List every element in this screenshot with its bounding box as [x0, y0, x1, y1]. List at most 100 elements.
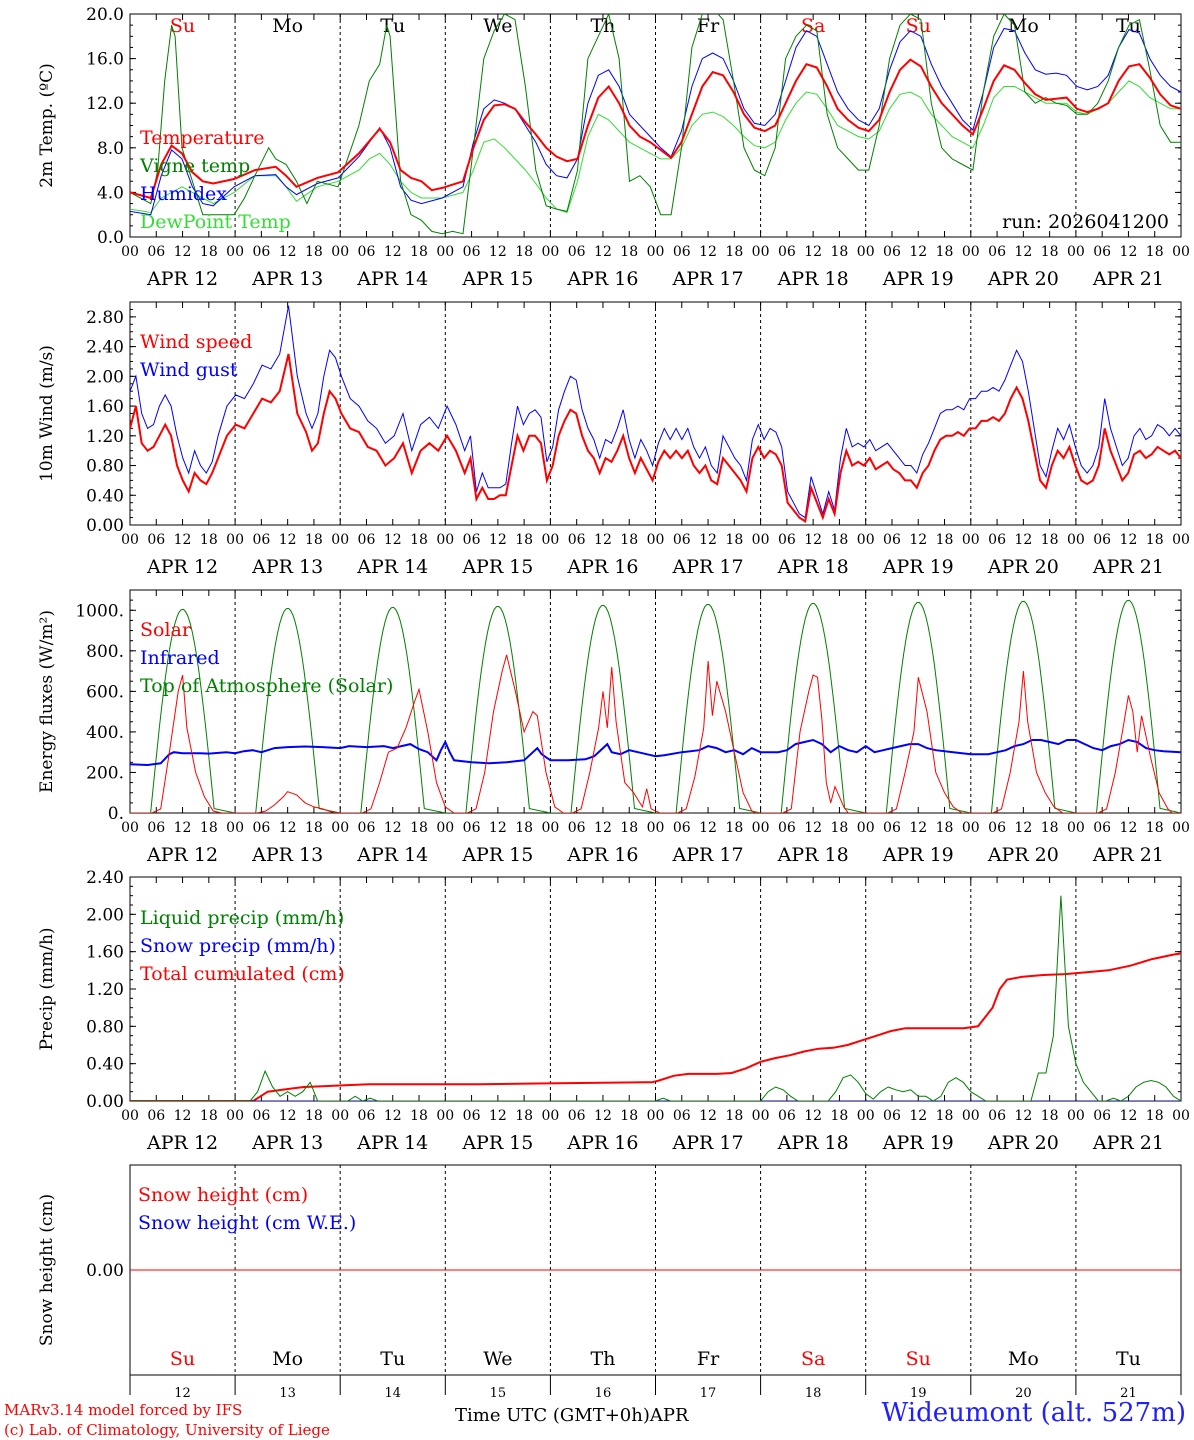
legend-entry: Snow precip (mm/h): [140, 935, 336, 957]
y-tick-label: 0.40: [86, 1055, 124, 1075]
x-hour-label: 00: [436, 244, 454, 260]
legend-entry: Snow height (cm W.E.): [138, 1212, 356, 1234]
x-hour-label: 18: [620, 244, 638, 260]
weekday-label: Su: [906, 1348, 931, 1370]
x-hour-label: 00: [226, 820, 244, 836]
weekday-label: Su: [170, 1348, 195, 1370]
x-hour-label: 00: [647, 532, 665, 548]
x-date-label: APR 20: [987, 844, 1059, 866]
y-axis-label: 10m Wind (m/s): [37, 345, 57, 482]
panel-temperature: 0.0 4.0 8.0 12.0 16.0 20.0 2m Temp. (ºC) 00 06 12…: [37, 5, 1190, 290]
x-hour-label: 12: [384, 244, 402, 260]
x-hour-label: 06: [1093, 244, 1111, 260]
series-line: [130, 14, 1181, 235]
x-hour-label: 12: [594, 244, 612, 260]
x-hour-label: 06: [463, 244, 481, 260]
x-hour-label: 12: [384, 820, 402, 836]
x-axis-month: APR: [649, 1405, 689, 1426]
x-hour-label: 12: [1014, 244, 1032, 260]
x-hour-label: 00: [331, 532, 349, 548]
x-hour-label: 12: [594, 532, 612, 548]
x-hour-label: 18: [936, 820, 954, 836]
x-hour-label: 12: [909, 532, 927, 548]
x-hour-label: 18: [515, 1108, 533, 1124]
x-date-label: APR 14: [356, 556, 428, 578]
x-hour-label: 18: [1146, 820, 1164, 836]
y-tick-label: 2.40: [86, 868, 124, 888]
x-hour-label: 06: [252, 532, 270, 548]
x-hour-label: 18: [305, 1108, 323, 1124]
x-hour-label: 18: [936, 532, 954, 548]
y-tick-label: 800.: [86, 642, 124, 662]
x-hour-label: 18: [831, 1108, 849, 1124]
x-hour-label: 12: [1014, 532, 1032, 548]
x-hour-label: 18: [200, 820, 218, 836]
x-hour-label: 00: [1067, 1108, 1085, 1124]
x-hour-label: 00: [1172, 244, 1190, 260]
x-hour-label: 18: [831, 820, 849, 836]
weekday-label: Mo: [1008, 1348, 1039, 1370]
x-day-number: 21: [1120, 1386, 1137, 1401]
x-date-label: APR 16: [566, 1132, 638, 1154]
x-date-label: APR 17: [672, 268, 744, 290]
x-date-label: APR 14: [356, 268, 428, 290]
weekday-label: Fr: [697, 15, 720, 37]
plot-frame: [129, 13, 1182, 238]
x-date-label: APR 15: [461, 844, 533, 866]
weekday-label: Th: [590, 1348, 615, 1370]
x-date-label: APR 18: [777, 268, 849, 290]
x-hour-label: 00: [1172, 532, 1190, 548]
panel-wind: 0.00 0.40 0.80 1.20 1.60 2.00 2.40 2.80 10m Wind…: [37, 301, 1190, 578]
x-day-number: 12: [174, 1386, 191, 1401]
series-line: [130, 80, 1181, 214]
weekday-label: Tu: [380, 15, 405, 37]
legend-entry: Wind gust: [140, 359, 238, 381]
y-tick-label: 16.0: [86, 50, 124, 70]
x-hour-label: 06: [463, 820, 481, 836]
x-hour-label: 00: [436, 532, 454, 548]
x-hour-label: 06: [358, 244, 376, 260]
x-hour-label: 06: [883, 820, 901, 836]
x-day-number: 18: [805, 1386, 822, 1401]
x-axis-title: Time UTC (GMT+0h)APR: [455, 1405, 689, 1426]
x-hour-label: 18: [620, 1108, 638, 1124]
x-date-label: APR 21: [1092, 1132, 1164, 1154]
x-hour-label: 18: [620, 820, 638, 836]
x-hour-label: 12: [1120, 1108, 1138, 1124]
x-hour-label: 12: [489, 532, 507, 548]
x-hour-label: 00: [331, 244, 349, 260]
series-line: [130, 305, 1181, 519]
x-hour-label: 12: [1014, 1108, 1032, 1124]
legend-entry: Temperature: [140, 127, 264, 149]
x-hour-label: 06: [778, 532, 796, 548]
x-hour-label: 12: [804, 244, 822, 260]
x-hour-label: 00: [121, 1108, 139, 1124]
run-label: run: 2026041200: [1002, 211, 1169, 233]
x-hour-label: 06: [252, 1108, 270, 1124]
x-date-label: APR 17: [672, 1132, 744, 1154]
x-hour-label: 06: [673, 820, 691, 836]
x-hour-label: 18: [1041, 820, 1059, 836]
x-date-label: APR 20: [987, 556, 1059, 578]
x-hour-label: 18: [1041, 1108, 1059, 1124]
x-hour-label: 12: [804, 1108, 822, 1124]
x-hour-label: 06: [147, 532, 165, 548]
x-hour-label: 06: [568, 532, 586, 548]
x-date-label: APR 13: [251, 556, 323, 578]
x-date-label: APR 15: [461, 1132, 533, 1154]
x-hour-label: 00: [541, 820, 559, 836]
weekday-label: We: [483, 15, 512, 37]
x-date-label: APR 14: [356, 1132, 428, 1154]
x-hour-label: 18: [1041, 244, 1059, 260]
x-hour-label: 12: [1120, 532, 1138, 548]
legend-entry: Infrared: [140, 647, 220, 669]
x-hour-label: 00: [752, 820, 770, 836]
x-hour-label: 12: [174, 532, 192, 548]
x-hour-label: 06: [778, 244, 796, 260]
x-hour-label: 06: [252, 820, 270, 836]
x-hour-label: 18: [200, 1108, 218, 1124]
x-hour-label: 12: [174, 244, 192, 260]
x-hour-label: 00: [226, 1108, 244, 1124]
x-date-label: APR 21: [1092, 556, 1164, 578]
weekday-label: Tu: [380, 1348, 405, 1370]
